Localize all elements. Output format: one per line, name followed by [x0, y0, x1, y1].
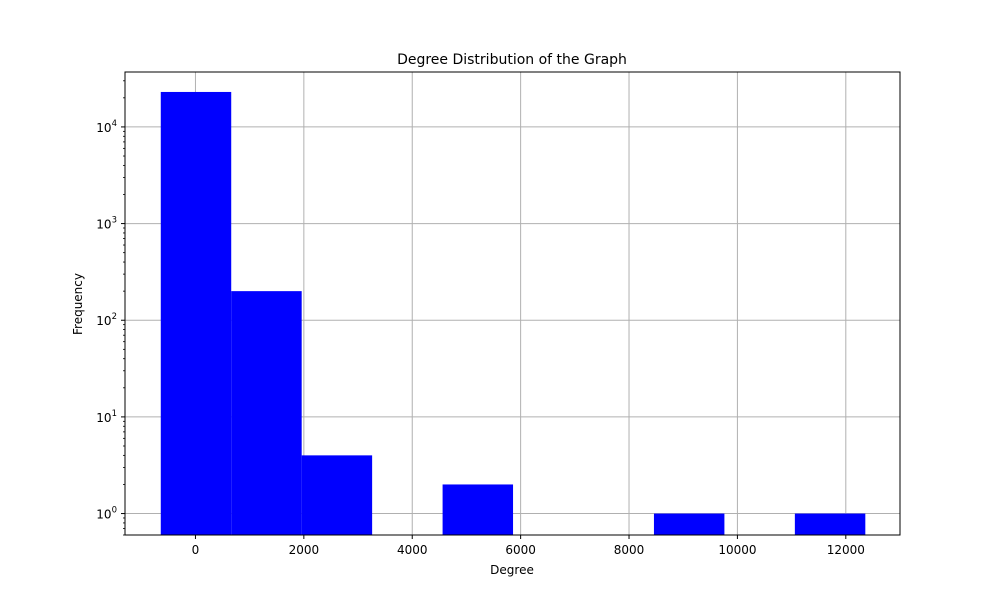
chart-title: Degree Distribution of the Graph	[397, 52, 627, 68]
x-tick-label: 6000	[505, 543, 536, 557]
x-tick-label: 4000	[397, 543, 428, 557]
x-axis-ticks: 0 2000 4000 6000 8000 10000 12000	[192, 535, 865, 557]
x-tick-label: 10000	[718, 543, 756, 557]
histogram-bar	[301, 455, 373, 535]
x-tick-label: 8000	[614, 543, 645, 557]
y-axis-ticks: 100 101 102 103 104	[96, 80, 125, 536]
histogram-bar	[442, 484, 514, 535]
y-tick-label: 101	[96, 409, 117, 425]
x-tick-label: 2000	[289, 543, 320, 557]
histogram-bar	[231, 291, 302, 535]
x-axis-label: Degree	[490, 563, 534, 577]
plot-frame	[124, 71, 901, 536]
y-tick-label: 104	[96, 119, 117, 135]
y-tick-label: 103	[96, 216, 117, 232]
histogram-bar	[794, 513, 866, 535]
x-tick-label: 12000	[827, 543, 865, 557]
y-axis-label: Frequency	[71, 273, 85, 335]
histogram-bars	[160, 91, 866, 536]
y-tick-label: 100	[96, 506, 117, 522]
x-tick-label: 0	[192, 543, 200, 557]
histogram-bar	[653, 513, 725, 535]
y-tick-label: 102	[96, 312, 117, 328]
histogram-bar	[160, 91, 232, 536]
